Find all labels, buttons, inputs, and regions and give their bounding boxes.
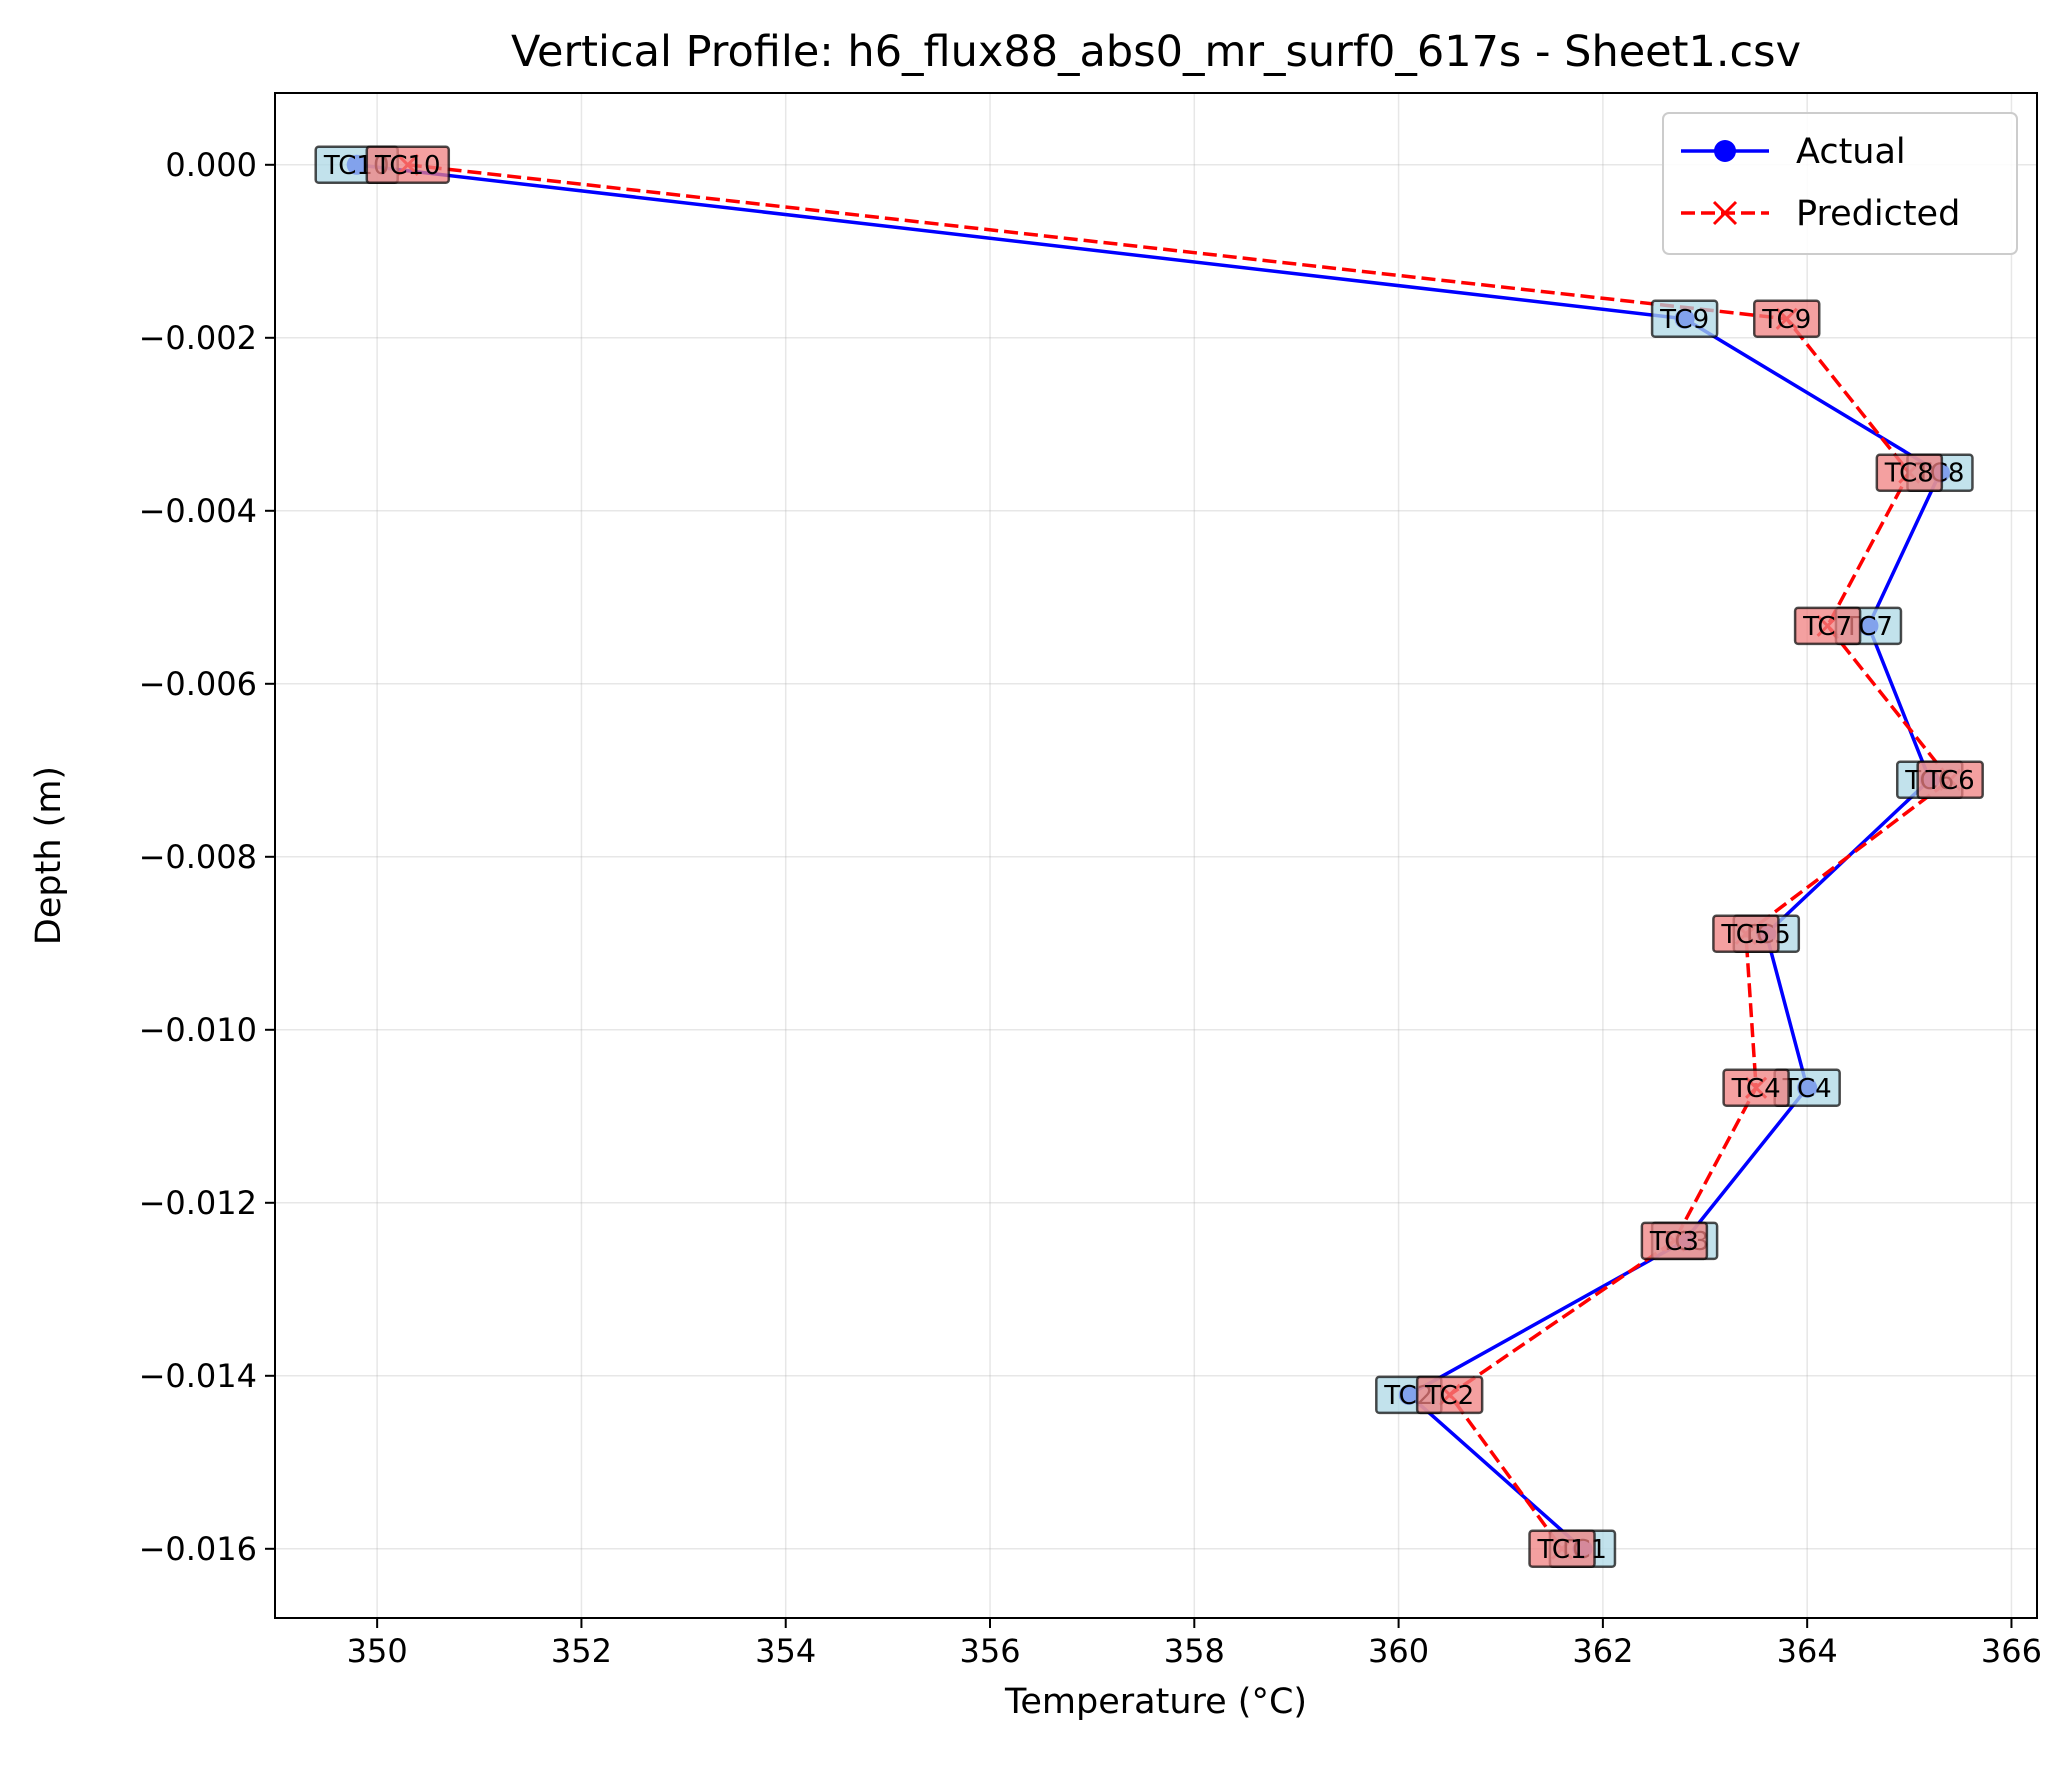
legend-marker-predicted bbox=[1712, 200, 1738, 226]
point-label-predicted: TC9 bbox=[1752, 299, 1821, 339]
grid bbox=[275, 93, 2037, 1618]
x-tick-label: 360 bbox=[1368, 1632, 1429, 1670]
point-label-box bbox=[1875, 453, 1944, 492]
y-tick-label: −0.004 bbox=[139, 492, 257, 530]
point-label-predicted: TC7 bbox=[1793, 606, 1862, 646]
point-label-text: TC7 bbox=[1802, 612, 1852, 642]
point-label-box bbox=[1712, 914, 1780, 954]
point-label-box bbox=[1916, 760, 1984, 800]
point-label-box bbox=[1722, 1068, 1790, 1108]
point-label-text: TC8 bbox=[1884, 459, 1934, 489]
y-tick-label: −0.006 bbox=[139, 665, 257, 703]
x-tick-label: 356 bbox=[959, 1632, 1020, 1670]
y-tick-label: −0.016 bbox=[139, 1530, 257, 1568]
point-label-predicted: TC10 bbox=[365, 145, 451, 185]
legend-label-actual: Actual bbox=[1796, 132, 1906, 172]
point-label-predicted: TC4 bbox=[1722, 1068, 1790, 1108]
point-label-box bbox=[1650, 299, 1719, 339]
legend-label-predicted: Predicted bbox=[1796, 194, 1960, 234]
point-label-predicted: TC1 bbox=[1528, 1529, 1596, 1569]
point-label-predicted: TC6 bbox=[1916, 760, 1984, 800]
point-label-box bbox=[365, 145, 451, 185]
plot-area-frame bbox=[274, 92, 2038, 1619]
legend-marker-stroke bbox=[1712, 200, 1738, 226]
y-tick-label: −0.012 bbox=[139, 1184, 257, 1222]
x-axis-label: Temperature (°C) bbox=[1004, 1682, 1307, 1722]
point-label-box bbox=[1528, 1529, 1596, 1569]
legend-box bbox=[1662, 112, 2018, 255]
y-tick-label: 0.000 bbox=[165, 146, 257, 184]
point-label-text: TC9 bbox=[1761, 305, 1811, 335]
x-tick-label: 362 bbox=[1572, 1632, 1633, 1670]
point-label-box bbox=[1793, 606, 1862, 646]
y-tick-label: −0.014 bbox=[139, 1357, 257, 1395]
point-labels: TC10TC9TC8TC7TC6TC5TC4TC3TC2TC1TC10TC9TC… bbox=[314, 145, 1984, 1569]
point-label-predicted: TC3 bbox=[1640, 1221, 1709, 1261]
x-tick-label: 352 bbox=[551, 1632, 612, 1670]
legend-marker-actual bbox=[1714, 140, 1736, 162]
point-label-box bbox=[1415, 1375, 1484, 1415]
legend: Actual Predicted bbox=[1662, 112, 2018, 255]
point-label-predicted: TC8 bbox=[1875, 453, 1944, 492]
y-axis-label: Depth (m) bbox=[29, 766, 69, 945]
point-label-predicted: TC5 bbox=[1712, 914, 1780, 954]
point-label-text: TC3 bbox=[1649, 1227, 1699, 1257]
y-tick-label: −0.010 bbox=[139, 1011, 257, 1049]
axis-ticks: 350 352 354 356 358 360 362 364 366 0.000 −0.002 −0… bbox=[139, 146, 2042, 1670]
point-label-text: TC2 bbox=[1424, 1381, 1474, 1411]
point-label-predicted: TC2 bbox=[1415, 1375, 1484, 1415]
y-tick-label: −0.002 bbox=[139, 319, 257, 357]
point-label-text: TC9 bbox=[1659, 305, 1709, 335]
point-label-text: TC4 bbox=[1782, 1074, 1832, 1104]
x-tick-label: 350 bbox=[347, 1632, 408, 1670]
point-label-actual: TC4 bbox=[1773, 1068, 1841, 1108]
x-tick-label: 358 bbox=[1164, 1632, 1225, 1670]
chart-title: Vertical Profile: h6_flux88_abs0_mr_surf… bbox=[511, 27, 1801, 77]
point-label-box bbox=[1752, 299, 1821, 339]
x-tick-label: 364 bbox=[1777, 1632, 1838, 1670]
point-label-text: TC10 bbox=[374, 151, 441, 181]
y-tick-label: −0.008 bbox=[139, 838, 257, 876]
point-label-text: TC6 bbox=[1925, 766, 1975, 796]
series-line-predicted bbox=[407, 163, 1952, 1550]
point-label-box bbox=[1640, 1221, 1709, 1261]
point-label-text: TC4 bbox=[1731, 1074, 1781, 1104]
x-tick-label: 354 bbox=[755, 1632, 816, 1670]
point-label-text: TC1 bbox=[1536, 1535, 1586, 1565]
point-label-actual: TC9 bbox=[1650, 299, 1719, 339]
x-tick-label: 366 bbox=[1981, 1632, 2042, 1670]
point-label-text: TC5 bbox=[1720, 920, 1770, 950]
